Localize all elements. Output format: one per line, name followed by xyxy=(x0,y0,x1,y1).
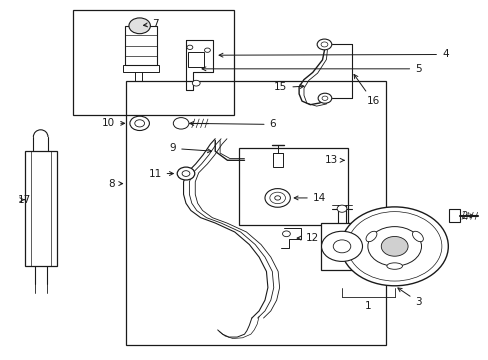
Circle shape xyxy=(204,48,210,52)
Circle shape xyxy=(340,207,447,286)
Bar xyxy=(272,153,282,167)
Bar xyxy=(122,64,159,72)
Circle shape xyxy=(332,240,350,253)
Text: 4: 4 xyxy=(219,49,447,59)
Ellipse shape xyxy=(411,231,423,242)
Text: 7: 7 xyxy=(143,19,158,29)
Bar xyxy=(126,81,385,345)
Text: 14: 14 xyxy=(294,193,325,203)
Circle shape xyxy=(317,39,331,50)
Text: 13: 13 xyxy=(325,155,344,165)
Circle shape xyxy=(130,116,149,131)
Text: 8: 8 xyxy=(108,179,122,189)
Circle shape xyxy=(186,45,192,49)
Bar xyxy=(73,10,233,116)
Text: 11: 11 xyxy=(148,168,173,179)
Circle shape xyxy=(282,231,290,237)
Circle shape xyxy=(318,93,331,103)
Text: 6: 6 xyxy=(189,120,276,129)
Circle shape xyxy=(269,192,285,204)
Circle shape xyxy=(381,237,407,256)
Text: 5: 5 xyxy=(202,64,421,74)
Text: 9: 9 xyxy=(169,143,211,153)
Circle shape xyxy=(321,42,327,47)
Bar xyxy=(448,210,459,222)
Circle shape xyxy=(347,212,441,281)
Circle shape xyxy=(322,96,327,100)
Text: 12: 12 xyxy=(297,233,318,243)
Ellipse shape xyxy=(365,231,376,242)
Circle shape xyxy=(182,171,189,176)
Bar xyxy=(25,151,57,266)
Circle shape xyxy=(367,226,421,266)
Ellipse shape xyxy=(386,263,402,269)
Text: 3: 3 xyxy=(397,288,421,307)
Text: 16: 16 xyxy=(353,75,379,106)
Text: 1: 1 xyxy=(365,301,371,311)
Circle shape xyxy=(321,231,362,261)
Circle shape xyxy=(177,167,194,180)
Circle shape xyxy=(135,120,144,127)
Circle shape xyxy=(129,18,150,34)
Text: 2: 2 xyxy=(461,211,473,221)
Circle shape xyxy=(192,80,200,86)
Circle shape xyxy=(274,196,280,200)
Text: 17: 17 xyxy=(18,195,31,205)
Bar xyxy=(321,223,362,270)
Text: 15: 15 xyxy=(274,82,304,93)
Circle shape xyxy=(173,118,188,129)
Bar xyxy=(125,26,157,65)
Circle shape xyxy=(264,189,290,207)
Bar xyxy=(188,52,203,67)
Circle shape xyxy=(336,205,346,212)
Bar xyxy=(238,148,347,225)
Text: 10: 10 xyxy=(102,118,124,128)
